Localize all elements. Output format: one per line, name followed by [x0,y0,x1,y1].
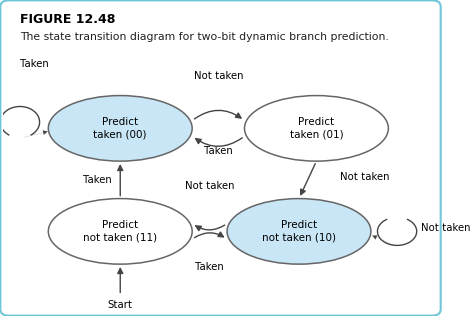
Text: Predict
taken (00): Predict taken (00) [93,117,147,140]
Ellipse shape [245,95,388,161]
Text: Taken: Taken [204,146,233,156]
FancyBboxPatch shape [0,0,441,316]
Text: Not taken: Not taken [421,223,471,233]
FancyArrowPatch shape [194,110,241,119]
FancyArrowPatch shape [196,225,225,231]
Text: The state transition diagram for two-bit dynamic branch prediction.: The state transition diagram for two-bit… [20,32,389,42]
Text: Taken: Taken [83,175,112,185]
Text: Taken: Taken [20,59,49,69]
FancyArrowPatch shape [194,232,223,238]
Ellipse shape [48,95,192,161]
Text: Predict
taken (01): Predict taken (01) [290,117,343,140]
FancyArrowPatch shape [24,131,47,137]
FancyArrowPatch shape [118,166,123,196]
FancyArrowPatch shape [301,164,315,195]
Ellipse shape [48,198,192,264]
Text: Not taken: Not taken [193,71,243,81]
Ellipse shape [227,198,371,264]
FancyArrowPatch shape [196,138,242,146]
Text: Not taken: Not taken [340,172,390,182]
Text: FIGURE 12.48: FIGURE 12.48 [20,13,115,26]
Text: Not taken: Not taken [185,181,234,191]
Text: Taken: Taken [195,262,224,272]
Text: Predict
not taken (10): Predict not taken (10) [262,220,336,243]
FancyArrowPatch shape [372,235,394,245]
Text: Predict
not taken (11): Predict not taken (11) [83,220,157,243]
Text: Start: Start [108,300,133,310]
